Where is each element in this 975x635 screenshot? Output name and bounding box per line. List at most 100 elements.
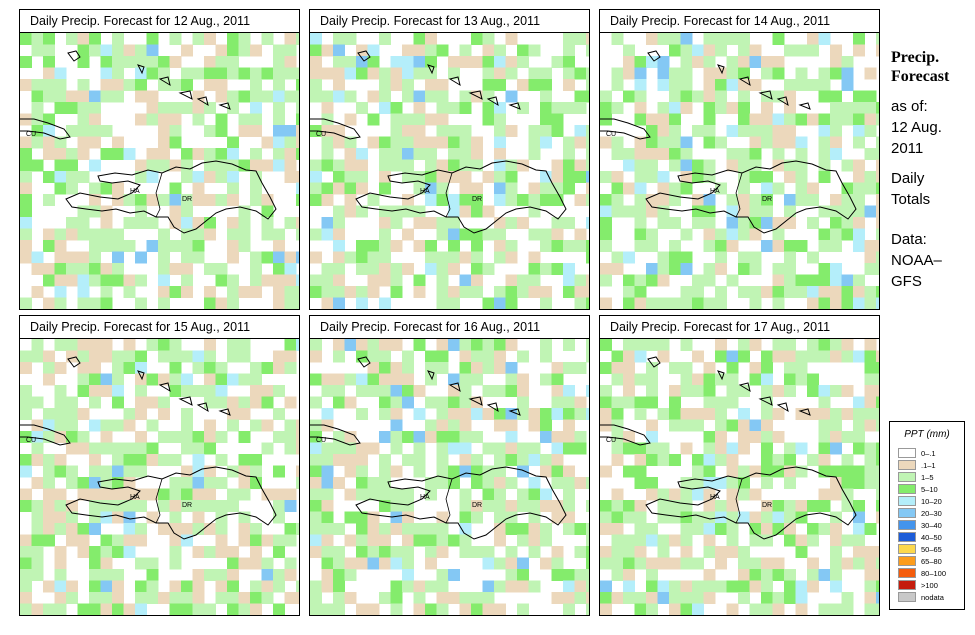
precip-cell <box>273 102 285 114</box>
precip-cell <box>563 159 575 172</box>
legend-label: 5–10 <box>921 485 938 494</box>
precip-cell <box>540 263 552 275</box>
precip-cell <box>680 442 693 455</box>
precip-cell <box>715 580 727 593</box>
precip-cell <box>43 274 55 287</box>
precip-cell <box>818 523 831 535</box>
precip-cell <box>158 286 170 298</box>
precip-cell <box>448 465 460 478</box>
precip-cell <box>310 251 322 264</box>
precip-cell <box>100 125 113 137</box>
precip-cell <box>112 396 124 409</box>
precip-cell <box>494 454 506 466</box>
coastline <box>158 382 171 393</box>
precip-cell <box>876 148 879 160</box>
precip-cell <box>611 182 624 195</box>
precip-cell <box>738 182 750 195</box>
precip-cell <box>379 251 391 264</box>
precip-cell <box>795 113 808 126</box>
coastline <box>600 118 651 140</box>
precip-cell <box>43 136 55 149</box>
precip-cell <box>146 159 159 172</box>
precip-cell <box>551 454 564 466</box>
precip-cell <box>379 373 391 386</box>
precip-cell <box>436 286 449 298</box>
precip-cell <box>611 251 624 264</box>
precip-cell <box>296 113 299 126</box>
precip-cell <box>356 442 368 455</box>
precip-cell <box>169 477 182 489</box>
legend-swatch <box>898 460 916 470</box>
precip-cell <box>425 557 437 570</box>
coastline <box>65 160 277 234</box>
precip-cell <box>238 286 251 298</box>
precip-cell <box>784 385 796 397</box>
precip-cell <box>204 102 216 114</box>
precip-cell <box>876 251 879 264</box>
precip-cell <box>703 297 716 309</box>
precip-cell <box>250 90 262 103</box>
precip-cell <box>192 580 205 593</box>
precip-cell <box>864 580 877 593</box>
precip-cell <box>853 182 865 195</box>
precip-cell <box>77 171 90 183</box>
precip-cell <box>390 465 403 478</box>
precip-cell <box>634 511 647 524</box>
precip-cell <box>448 228 460 241</box>
precip-cell <box>482 385 495 397</box>
precip-cell <box>158 488 170 501</box>
coastline <box>357 356 371 368</box>
precip-cell <box>413 580 426 593</box>
precip-cell <box>31 79 44 91</box>
precip-cell <box>459 44 472 57</box>
sidebar-data-source: Data: NOAA– GFS <box>891 229 942 292</box>
precip-cell <box>296 67 299 80</box>
precip-cell <box>563 408 575 420</box>
precip-cell <box>31 263 44 275</box>
precip-cell <box>818 90 831 103</box>
precip-cell <box>738 44 750 57</box>
precip-cell <box>505 523 518 535</box>
precip-cell <box>356 523 368 535</box>
precip-cell <box>646 125 658 137</box>
precip-cell <box>31 546 44 558</box>
precip-cell <box>586 350 589 363</box>
precip-cell <box>20 592 32 604</box>
precip-cell <box>77 102 90 114</box>
precip-cell <box>657 136 670 149</box>
precip-cell <box>379 350 391 363</box>
country-border <box>735 172 743 218</box>
precip-cell <box>425 217 437 229</box>
precip-cell <box>853 136 865 149</box>
precip-cell <box>273 350 285 363</box>
precip-cell <box>100 442 113 455</box>
precip-cell <box>273 263 285 275</box>
precip-cell <box>379 454 391 466</box>
precip-cell <box>517 79 529 91</box>
precip-cell <box>830 67 842 80</box>
precip-cell <box>505 339 518 351</box>
precip-cell <box>563 171 575 183</box>
precip-cell <box>540 534 552 547</box>
precip-cell <box>250 194 262 206</box>
precip-cell <box>66 442 78 455</box>
precip-cell <box>296 228 299 241</box>
precip-cell <box>574 523 587 535</box>
precip-cell <box>204 362 216 374</box>
precip-cell <box>540 102 552 114</box>
precip-cell <box>227 408 239 420</box>
precip-cell <box>250 592 262 604</box>
precip-cell <box>505 511 518 524</box>
precip-cell <box>761 419 773 432</box>
precip-cell <box>726 442 739 455</box>
precip-cell <box>402 488 414 501</box>
country-border <box>735 478 743 524</box>
precip-cell <box>227 419 239 432</box>
precip-cell <box>333 546 345 558</box>
precip-cell <box>273 603 285 615</box>
precip-cell <box>611 396 624 409</box>
totals-line2: Totals <box>891 191 931 208</box>
precip-cell <box>215 297 228 309</box>
precip-cell <box>390 431 403 443</box>
precip-cell <box>540 286 552 298</box>
